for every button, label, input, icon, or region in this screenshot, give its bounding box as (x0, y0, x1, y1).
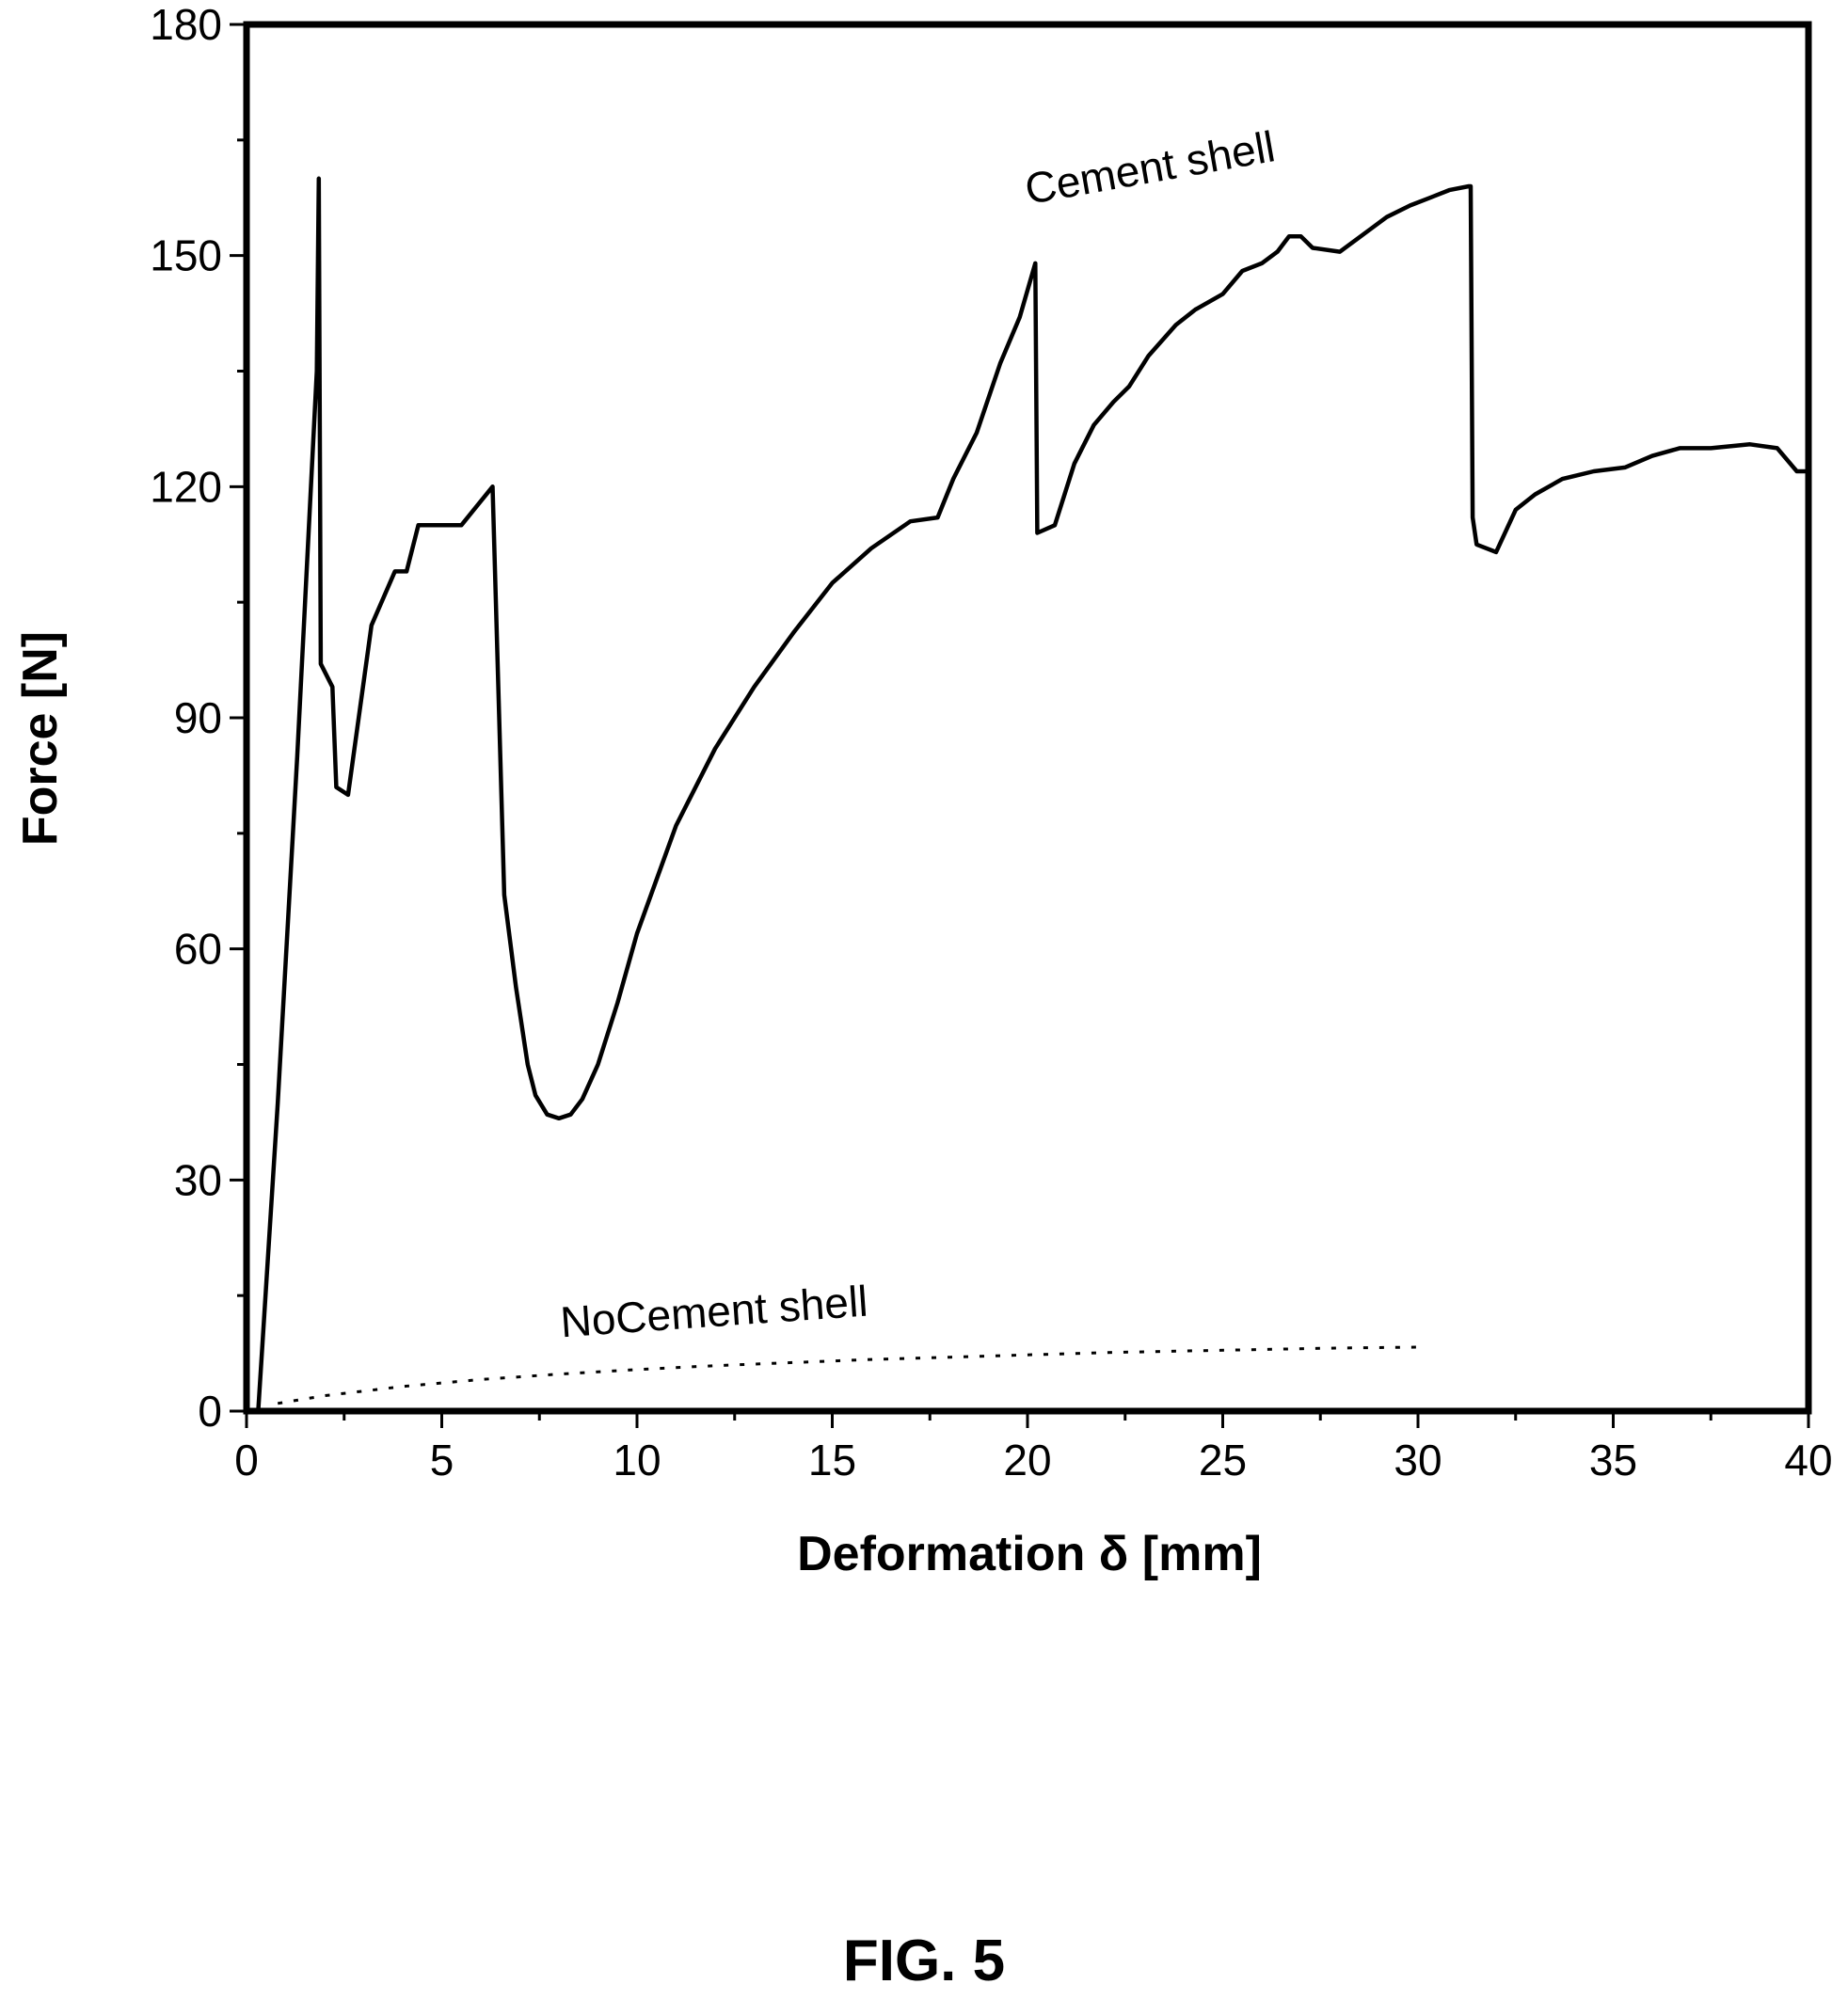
y-axis-title: Force [N] (13, 631, 68, 846)
annotation-layer: Cement shell NoCement shell (559, 121, 1279, 1346)
x-tick-label: 10 (613, 1436, 661, 1484)
y-tick-label: 0 (198, 1387, 222, 1436)
figure-label: FIG. 5 (843, 1929, 1005, 1993)
x-axis: 0 5 10 15 20 25 30 35 40 (234, 1411, 1833, 1484)
plot-area (243, 21, 1812, 1415)
x-tick-label: 5 (430, 1436, 454, 1484)
y-tick-label: 30 (174, 1155, 222, 1204)
y-tick-label: 90 (174, 693, 222, 742)
cement-shell-line (256, 176, 1811, 1414)
x-tick-label: 25 (1199, 1436, 1247, 1484)
y-tick-label: 60 (174, 925, 222, 974)
y-tick-label: 150 (150, 231, 222, 280)
x-axis-title: Deformation δ [mm] (797, 1527, 1262, 1581)
series-annotation: Cement shell (1021, 121, 1278, 214)
series-layer (256, 176, 1811, 1414)
y-tick-label: 120 (150, 462, 222, 511)
plot-frame (243, 21, 1812, 1415)
series-annotation: NoCement shell (559, 1277, 869, 1347)
y-axis: 0 30 60 90 120 150 180 (150, 0, 247, 1436)
nocement-shell-line (277, 1345, 1419, 1405)
x-tick-label: 15 (808, 1436, 856, 1484)
x-tick-label: 35 (1589, 1436, 1637, 1484)
y-tick-label: 180 (150, 0, 222, 49)
x-tick-label: 40 (1784, 1436, 1832, 1484)
x-tick-label: 30 (1394, 1436, 1442, 1484)
x-tick-label: 0 (234, 1436, 259, 1484)
x-tick-label: 20 (1003, 1436, 1051, 1484)
